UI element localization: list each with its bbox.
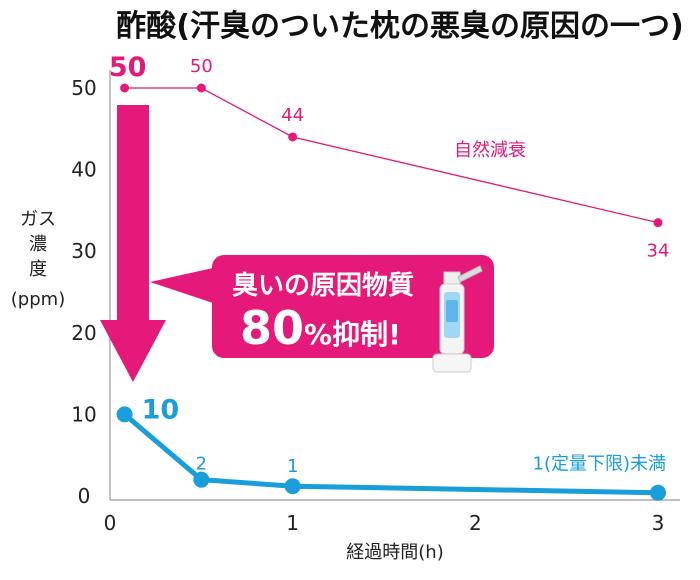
series-point-natural-decay [120,83,130,93]
data-labels: 50 50 44 34 10 2 1 1(定量下限)未満 [109,52,670,477]
series-line-natural-decay [124,87,659,224]
y-axis-label-line-3: 度 [29,259,47,280]
x-tick-label: 0 [104,511,117,535]
data-label-device: 1(定量下限)未満 [533,454,667,475]
data-label-device: 2 [196,454,207,475]
spray-bottle-device-icon [432,265,483,373]
y-tick-label: 0 [78,484,91,508]
series-point-device [193,471,210,488]
series-point-device [116,406,133,423]
x-tick-label: 1 [286,511,299,535]
series-point-device [284,478,301,495]
series-layer [116,83,666,501]
series-point-natural-decay [196,83,206,93]
series-line-device [122,411,661,496]
callout-line-2: 80%抑制! [240,301,401,355]
series-point-natural-decay [653,218,663,228]
y-tick-label: 10 [71,402,96,426]
series-name-natural-decay: 自然減衰 [454,140,526,161]
data-label-natural-decay: 50 [109,52,147,83]
x-axis-label: 経過時間(h) [346,542,443,563]
x-tick-labels: 0 1 2 3 [104,511,665,535]
x-tick-label: 2 [469,511,482,535]
callout-bubble: 臭いの原因物質 80%抑制! [150,255,494,358]
callout-box [212,255,494,358]
series-point-device [650,484,666,501]
y-tick-label: 50 [71,76,96,100]
data-label-natural-decay: 50 [190,56,213,77]
callout-percent-value: 80 [240,301,304,355]
x-tick-label: 3 [652,511,665,535]
data-label-natural-decay: 44 [281,105,304,126]
data-label-device: 10 [142,394,180,425]
y-tick-labels: 0 10 20 30 40 50 [71,76,96,508]
y-axis-label-line-1: ガス [20,209,56,230]
y-tick-label: 30 [71,239,96,263]
callout-percent-unit: %抑制! [304,318,401,351]
chart-title: 酢酸(汗臭のついた枕の悪臭の原因の一つ) [116,9,683,44]
series-point-natural-decay [288,132,298,142]
callout-line-1: 臭いの原因物質 [232,271,414,301]
y-tick-label: 20 [71,321,96,345]
axes [109,70,680,501]
data-label-device: 1 [287,456,298,477]
y-axis-label-line-4: (ppm) [11,289,65,310]
data-label-natural-decay: 34 [647,241,670,262]
decrease-arrow-icon [100,105,166,382]
y-axis-label: ガス 濃 度 (ppm) [11,209,65,310]
y-axis-label-line-2: 濃 [29,234,47,255]
extra-labels: 自然減衰 [454,140,526,161]
y-tick-label: 40 [71,158,96,182]
